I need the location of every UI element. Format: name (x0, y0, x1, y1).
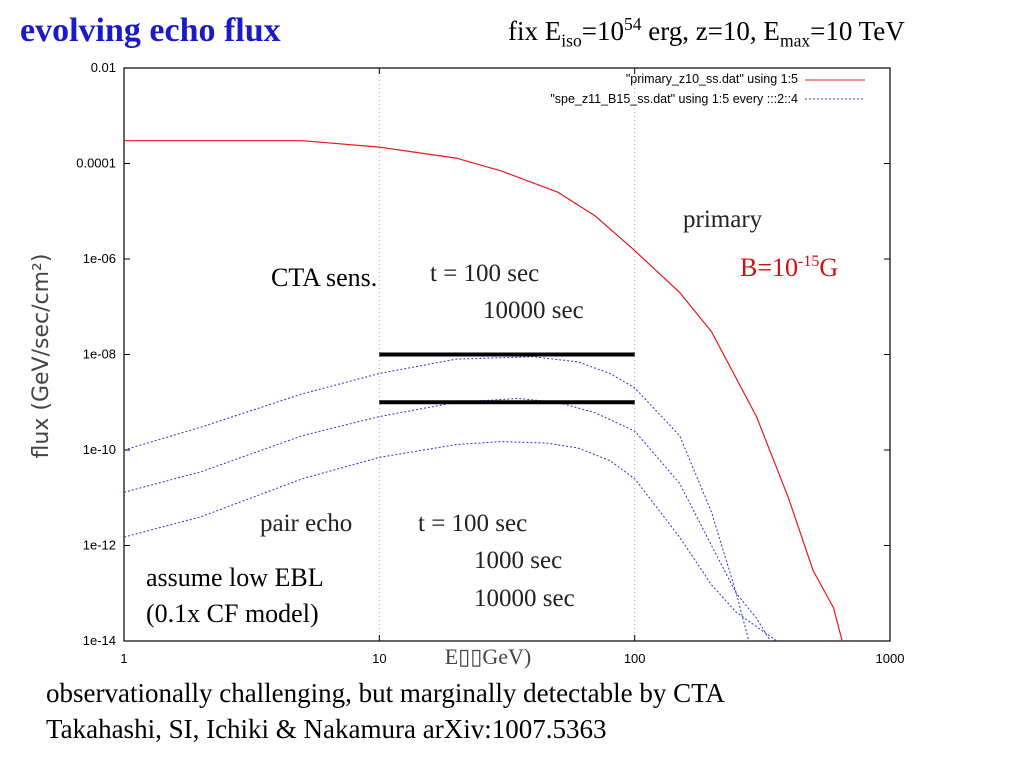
cta-t-100: t = 100 sec (430, 260, 539, 287)
y-axis-label: flux (GeV/sec/cm²) (29, 254, 54, 459)
y-tick-label: 1e-14 (83, 633, 116, 648)
x-tick-label: 100 (624, 651, 646, 666)
ebl-assumption-line1: assume low EBL (146, 563, 324, 592)
cta-sens-label: CTA sens. (271, 263, 377, 292)
param-sub-max: max (779, 30, 811, 51)
pair-echo-label: pair echo (260, 510, 352, 537)
param-sub-iso: iso (561, 30, 582, 51)
footer-conclusion: observationally challenging, but margina… (46, 678, 725, 708)
pair-echo-curve (123, 441, 777, 642)
legend-label-echo: "spe_z11_B15_ss.dat" using 1:5 every :::… (550, 92, 798, 106)
slide-title: evolving echo flux (20, 12, 281, 49)
param-part: =10 TeV (810, 16, 905, 46)
y-tick-label: 1e-12 (83, 538, 116, 553)
parameters-header: fix Eiso=1054 erg, z=10, Emax=10 TeV (508, 14, 905, 51)
echo-t-1000: 1000 sec (474, 547, 562, 574)
echo-t-100: t = 100 sec (418, 510, 527, 537)
b-field-base: B=10 (740, 253, 798, 282)
b-field-label: B=10-15G (740, 253, 838, 282)
pair-echo-curve (123, 356, 750, 642)
primary-curve (124, 140, 843, 642)
ebl-assumption-line2: (0.1x CF model) (146, 599, 319, 628)
b-field-exp: -15 (798, 253, 819, 270)
x-axis-label: E▯▯GeV) (445, 644, 532, 669)
y-tick-label: 1e-08 (83, 347, 116, 362)
b-field-unit: G (819, 253, 838, 282)
echo-t-10000: 10000 sec (474, 585, 575, 612)
x-tick-label: 1 (120, 651, 127, 666)
legend-label-primary: "primary_z10_ss.dat" using 1:5 (626, 72, 798, 86)
y-tick-label: 1e-10 (83, 442, 116, 457)
param-part: erg, z=10, E (641, 16, 780, 46)
param-exponent: 54 (623, 14, 642, 34)
cta-t-10000: 10000 sec (483, 297, 584, 324)
series-lines (123, 140, 843, 642)
x-tick-label: 1000 (876, 651, 905, 666)
y-tick-label: 1e-06 (83, 251, 116, 266)
pair-echo-curve (123, 397, 771, 642)
y-tick-label: 0.01 (91, 60, 116, 75)
tick-marks: 1 10 100 1000 0.01 0.0001 1e-06 1e-08 1e-10 1e-12… (76, 60, 904, 666)
footer-reference: Takahashi, SI, Ichiki & Nakamura arXiv:1… (46, 714, 607, 744)
y-tick-label: 0.0001 (76, 156, 116, 171)
param-part: fix E (508, 16, 562, 46)
param-part: =10 (581, 16, 624, 46)
primary-label: primary (683, 206, 763, 233)
x-tick-label: 10 (372, 651, 386, 666)
